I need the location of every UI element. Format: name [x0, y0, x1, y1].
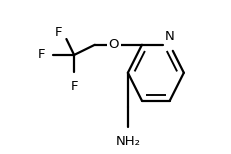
Text: N: N: [164, 30, 174, 43]
Text: F: F: [70, 80, 78, 93]
Text: NH₂: NH₂: [115, 135, 140, 148]
Text: F: F: [55, 26, 62, 39]
Text: F: F: [38, 49, 46, 61]
Text: O: O: [108, 38, 119, 51]
